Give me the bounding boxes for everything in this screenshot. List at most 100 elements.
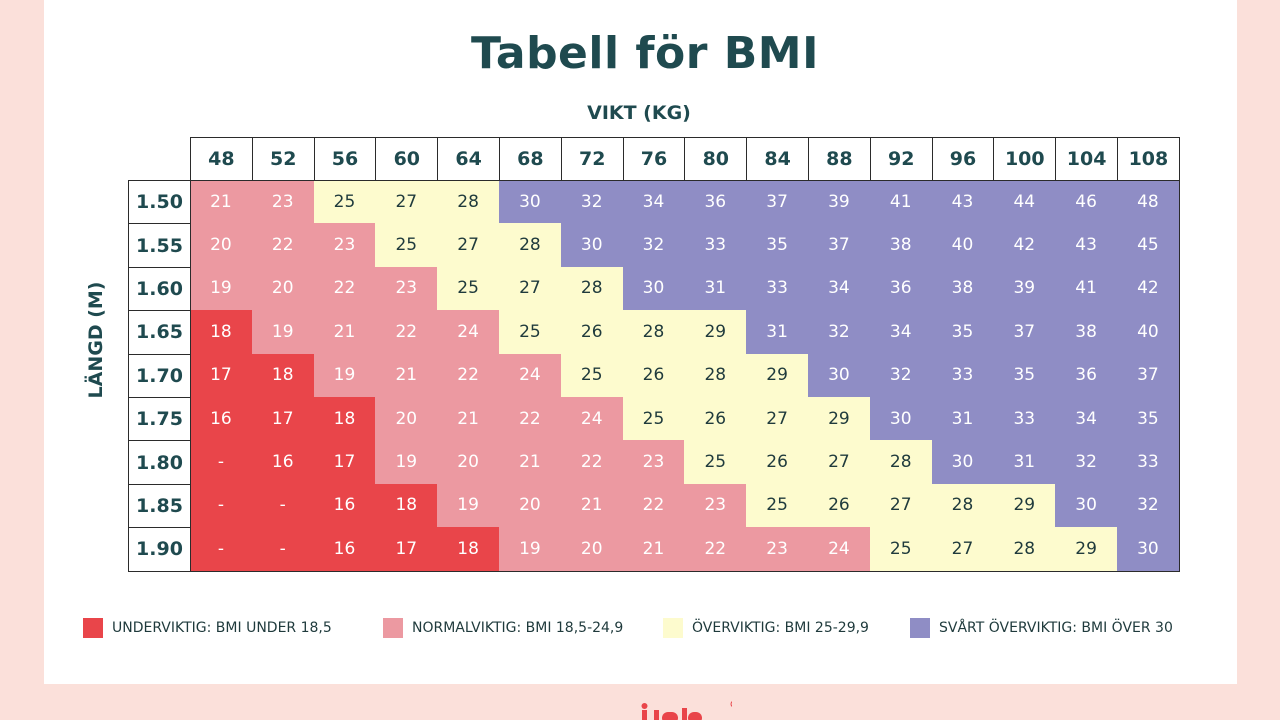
bmi-cell: 28 — [869, 440, 933, 485]
column-header: 72 — [560, 137, 624, 181]
bmi-cell: 39 — [993, 266, 1057, 312]
bmi-cell: 33 — [1117, 440, 1180, 485]
legend-swatch — [910, 618, 930, 638]
row-header: 1.70 — [128, 353, 191, 398]
row-header: 1.80 — [128, 440, 191, 485]
bmi-cell: 30 — [622, 266, 686, 312]
bmi-cell: 43 — [1055, 223, 1118, 268]
bmi-cell: 23 — [313, 223, 377, 268]
bmi-cell: 23 — [746, 527, 809, 572]
bmi-cell: 29 — [993, 483, 1057, 529]
legend-item-over: ÖVERVIKTIG: BMI 25-29,9 — [663, 618, 869, 638]
bmi-cell: 33 — [746, 266, 809, 312]
bmi-cell: 34 — [622, 180, 686, 225]
bmi-cell: 20 — [251, 266, 315, 312]
bmi-cell: 22 — [622, 483, 686, 529]
bmi-cell: 19 — [499, 527, 562, 572]
bmi-cell: 25 — [499, 310, 562, 355]
bmi-cell: 20 — [560, 527, 624, 572]
bmi-cell: 17 — [251, 397, 315, 442]
bmi-cell: 25 — [869, 527, 933, 572]
bmi-cell: 35 — [993, 353, 1057, 398]
bmi-cell: 35 — [746, 223, 809, 268]
bmi-cell: 24 — [499, 353, 562, 398]
bmi-cell: 20 — [190, 223, 253, 268]
bmi-cell: 36 — [869, 266, 933, 312]
bmi-cell: 46 — [1055, 180, 1118, 225]
bmi-cell: 21 — [560, 483, 624, 529]
row-header: 1.50 — [128, 180, 191, 225]
bmi-cell: 25 — [560, 353, 624, 398]
bmi-cell: 28 — [437, 180, 500, 225]
bmi-cell: 20 — [499, 483, 562, 529]
bmi-cell: 33 — [931, 353, 995, 398]
bmi-cell: - — [190, 483, 253, 529]
legend-swatch — [383, 618, 403, 638]
bmi-cell: 22 — [437, 353, 500, 398]
bmi-cell: 22 — [375, 310, 439, 355]
bmi-cell: 28 — [993, 527, 1057, 572]
row-header: 1.55 — [128, 223, 191, 268]
column-header: 64 — [437, 137, 500, 181]
bmi-cell: 28 — [931, 483, 995, 529]
legend-swatch — [83, 618, 103, 638]
bmi-cell: 24 — [437, 310, 500, 355]
legend-label: UNDERVIKTIG: BMI UNDER 18,5 — [112, 620, 332, 636]
bmi-cell: 18 — [313, 397, 377, 442]
bmi-cell: 31 — [993, 440, 1057, 485]
bmi-cell: 29 — [684, 310, 748, 355]
legend: UNDERVIKTIG: BMI UNDER 18,5 NORMALVIKTIG:… — [0, 618, 1280, 642]
bmi-cell: - — [190, 440, 253, 485]
legend-label: SVÅRT ÖVERVIKTIG: BMI ÖVER 30 — [939, 620, 1173, 636]
legend-item-under: UNDERVIKTIG: BMI UNDER 18,5 — [83, 618, 332, 638]
bmi-cell: 27 — [808, 440, 871, 485]
bmi-cell: 33 — [684, 223, 748, 268]
bmi-cell: 30 — [808, 353, 871, 398]
column-header: 104 — [1055, 137, 1118, 181]
bmi-cell: 23 — [622, 440, 686, 485]
bmi-cell: 19 — [375, 440, 439, 485]
bmi-cell: 19 — [251, 310, 315, 355]
legend-item-severe: SVÅRT ÖVERVIKTIG: BMI ÖVER 30 — [910, 618, 1173, 638]
bmi-cell: 29 — [746, 353, 809, 398]
bmi-cell: 29 — [1055, 527, 1118, 572]
bmi-cell: 26 — [560, 310, 624, 355]
bmi-cell: 23 — [251, 180, 315, 225]
bmi-cell: 24 — [560, 397, 624, 442]
bmi-cell: 21 — [437, 397, 500, 442]
legend-label: ÖVERVIKTIG: BMI 25-29,9 — [692, 620, 869, 636]
bmi-cell: 40 — [931, 223, 995, 268]
bmi-cell: 37 — [746, 180, 809, 225]
bmi-cell: 41 — [869, 180, 933, 225]
bmi-cell: 21 — [499, 440, 562, 485]
bmi-cell: 19 — [313, 353, 377, 398]
bmi-cell: 28 — [560, 266, 624, 312]
bmi-cell: 19 — [190, 266, 253, 312]
bmi-cell: 42 — [1117, 266, 1180, 312]
column-header: 80 — [684, 137, 748, 181]
row-header: 1.85 — [128, 483, 191, 529]
bmi-cell: 32 — [560, 180, 624, 225]
bmi-cell: 20 — [375, 397, 439, 442]
bmi-cell: 31 — [746, 310, 809, 355]
bmi-cell: 26 — [622, 353, 686, 398]
bmi-cell: 18 — [375, 483, 439, 529]
bmi-cell: 29 — [808, 397, 871, 442]
row-header: 1.65 — [128, 310, 191, 355]
bmi-cell: 24 — [808, 527, 871, 572]
bmi-cell: 30 — [560, 223, 624, 268]
bmi-cell: 17 — [190, 353, 253, 398]
row-header: 1.60 — [128, 266, 191, 312]
bmi-cell: 32 — [1055, 440, 1118, 485]
bmi-cell: 34 — [808, 266, 871, 312]
bmi-cell: 43 — [931, 180, 995, 225]
bmi-cell: 22 — [560, 440, 624, 485]
bmi-cell: 37 — [1117, 353, 1180, 398]
bmi-cell: 38 — [869, 223, 933, 268]
bmi-cell: 16 — [251, 440, 315, 485]
bmi-cell: 45 — [1117, 223, 1180, 268]
bmi-cell: 30 — [931, 440, 995, 485]
bmi-cell: 48 — [1117, 180, 1180, 225]
bmi-cell: 37 — [993, 310, 1057, 355]
bmi-cell: 30 — [1055, 483, 1118, 529]
